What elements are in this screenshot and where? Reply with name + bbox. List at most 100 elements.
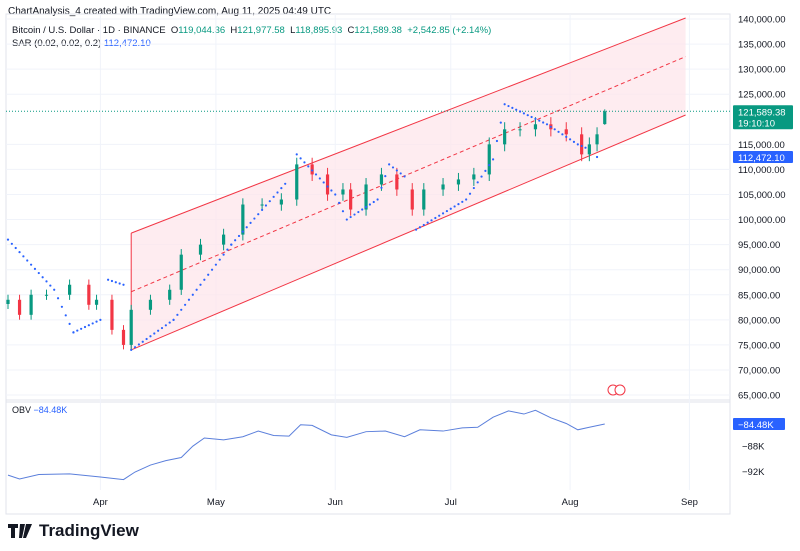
candle-body	[364, 184, 368, 210]
sar-dot	[56, 297, 60, 300]
low-value: 118,895.93	[295, 25, 343, 36]
candle-body	[379, 174, 384, 185]
sar-dot	[37, 271, 40, 275]
sar-dot	[553, 128, 556, 131]
candle-body	[260, 204, 264, 206]
sar-dot	[345, 218, 348, 221]
candle-body	[325, 174, 330, 195]
channel-upper-line	[131, 17, 686, 234]
price-pane-border	[5, 13, 731, 403]
ohlc-row: Bitcoin / U.S. Dollar · 1D · BINANCE O11…	[12, 24, 491, 37]
y-tick-label: 65,000.00	[738, 391, 780, 402]
change-value: +2,542.85 (+2.14%)	[407, 25, 492, 36]
sar-dot	[76, 329, 79, 332]
sar-dot	[272, 195, 275, 198]
sar-dot	[176, 313, 179, 316]
sar-dot	[353, 213, 356, 216]
sar-dot	[234, 239, 237, 242]
sar-dot	[376, 198, 379, 201]
sar-dot	[245, 226, 248, 229]
sar-dot	[249, 221, 252, 225]
price-chart[interactable]: Apr May Jun Jul Aug Sep 140,000.00 135,000.00 13…	[0, 0, 800, 520]
sar-dot	[311, 169, 314, 172]
candle-body	[503, 129, 507, 145]
sar-dot	[480, 175, 483, 178]
high-value: 121,977.58	[237, 25, 285, 36]
sar-dot	[580, 144, 583, 148]
candle-body	[410, 189, 414, 210]
sar-label[interactable]: SAR (0.02, 0.02, 0.2)	[12, 38, 102, 49]
last-price-tag-text: 19:10:10	[738, 118, 775, 129]
y-tick-label: 70,000.00	[738, 365, 780, 376]
candle-body	[222, 234, 226, 245]
candle-body	[395, 174, 399, 190]
close-value: 121,589.38	[354, 25, 402, 36]
symbol-name[interactable]: Bitcoin / U.S. Dollar · 1D · BINANCE	[12, 25, 166, 36]
y-tick-label: 105,000.00	[738, 190, 786, 201]
obv-y-tick-label: −92K	[742, 467, 765, 478]
sar-dot	[472, 186, 475, 190]
sar-dot	[368, 203, 371, 206]
sar-dot	[430, 219, 433, 222]
sar-dot	[268, 200, 271, 203]
sar-dot	[465, 198, 468, 201]
sar-dot	[33, 267, 37, 270]
sar-dot	[499, 121, 502, 124]
sar-dot	[64, 314, 67, 317]
sar-dot	[418, 226, 422, 229]
sar-dot	[299, 157, 302, 160]
candle-body	[279, 199, 283, 205]
y-tick-label: 130,000.00	[738, 65, 786, 76]
sar-dot	[160, 326, 164, 330]
candle-body	[456, 179, 461, 185]
candle-body	[121, 329, 126, 345]
candle-body	[422, 189, 426, 210]
candle-body	[295, 164, 299, 200]
sar-dot	[518, 110, 522, 113]
sar-dot	[534, 117, 537, 120]
sar-dot	[145, 337, 148, 341]
candle-body	[595, 134, 599, 145]
sar-dot	[307, 165, 310, 168]
sar-dot	[207, 273, 210, 276]
sar-dot	[280, 187, 283, 190]
last-price-tag-text: 121,589.38	[738, 107, 786, 118]
sar-dot	[91, 322, 94, 325]
sar-dot	[522, 112, 526, 115]
sar-dot	[187, 298, 191, 301]
sar-dot	[199, 283, 202, 286]
sar-dot	[253, 217, 256, 220]
sar-dot	[157, 329, 160, 332]
sar-dot	[14, 246, 17, 250]
sar-dot	[457, 203, 460, 206]
candle-body	[441, 184, 445, 190]
sar-dot	[107, 278, 110, 281]
sar-dot	[364, 205, 368, 209]
sar-dot	[326, 185, 329, 188]
x-tick-label: Sep	[681, 497, 698, 508]
x-tick-label: Jul	[445, 497, 457, 508]
sar-dot	[468, 192, 472, 195]
sar-dot	[488, 164, 491, 167]
candle-body	[487, 144, 491, 175]
sar-dot	[511, 106, 514, 109]
sar-dot	[484, 169, 487, 172]
low-label: L	[290, 25, 296, 36]
sar-price-tag-text: 112,472.10	[738, 153, 785, 164]
sar-dot	[168, 321, 171, 324]
sar-dot	[569, 138, 572, 141]
sar-dot	[10, 242, 13, 245]
last-price-tag	[733, 105, 793, 130]
sar-dot	[384, 175, 387, 178]
candle-body	[472, 174, 476, 180]
y-tick-label: 80,000.00	[738, 315, 780, 326]
sar-dot	[110, 279, 114, 283]
sar-dot	[226, 248, 229, 251]
candle-body	[341, 189, 345, 195]
sar-dot	[453, 205, 456, 208]
obv-label[interactable]: OBV	[12, 405, 32, 415]
sar-dot	[72, 331, 75, 334]
candle-body	[17, 299, 22, 315]
sar-dot	[561, 133, 564, 136]
sar-dot	[595, 155, 599, 159]
